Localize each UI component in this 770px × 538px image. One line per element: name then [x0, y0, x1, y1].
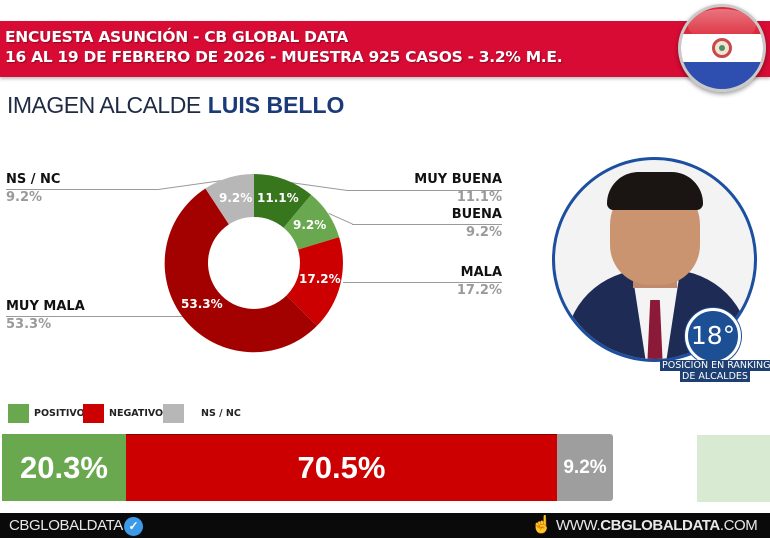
- leader-line-muy-buena: [347, 190, 502, 191]
- ranking-caption: POSICIÓN EN RANKING DE ALCALDES: [660, 360, 770, 382]
- paraguay-flag-icon: [678, 4, 766, 92]
- bar-segment-positivo: 20.3%: [2, 434, 126, 501]
- mayor-portrait: [552, 157, 757, 362]
- legend-swatch-positivo: [8, 404, 29, 423]
- slice-label-buena: 9.2%: [293, 218, 327, 232]
- leader-line-ns-nc: [6, 189, 158, 190]
- survey-title: ENCUESTA ASUNCIÓN - CB GLOBAL DATA: [5, 28, 348, 46]
- footer: CBGLOBALDATA ✓ ☝ WWW.CBGLOBALDATA.COM: [0, 513, 770, 538]
- leader-line-mala: [343, 282, 502, 283]
- leader-line-buena: [352, 224, 502, 225]
- ranking-badge: 18°: [685, 308, 741, 364]
- verified-badge-icon: ✓: [124, 517, 143, 536]
- slice-label-muy-mala: 53.3%: [181, 297, 223, 311]
- survey-details: 16 AL 19 DE FEBRERO DE 2026 - MUESTRA 92…: [5, 48, 563, 66]
- slice-ns-nc: [205, 174, 254, 225]
- legend-swatch-negativo: [83, 404, 104, 423]
- slice-label-muy-buena: 11.1%: [257, 191, 299, 205]
- website-link[interactable]: WWW.CBGLOBALDATA.COM: [556, 517, 758, 534]
- page-title: IMAGEN ALCALDE LUIS BELLO: [7, 92, 344, 119]
- national-seal-icon: [712, 38, 732, 58]
- slice-muy-mala: [164, 188, 317, 353]
- callout-muy-buena: MUY BUENA 11.1%: [414, 172, 502, 205]
- mayor-name: LUIS BELLO: [207, 92, 345, 118]
- callout-buena: BUENA 9.2%: [451, 207, 502, 240]
- slice-label-ns-nc: 9.2%: [219, 191, 253, 205]
- bar-segment-ns-nc: 9.2%: [557, 434, 613, 501]
- title-prefix: IMAGEN ALCALDE: [7, 92, 201, 118]
- legend-swatch-ns-nc: [163, 404, 184, 423]
- slice-mala: [286, 237, 343, 326]
- placeholder-box: [697, 435, 770, 502]
- slice-label-mala: 17.2%: [299, 272, 341, 286]
- leader-line-muy-mala: [6, 316, 189, 317]
- slice-buena: [283, 194, 340, 250]
- callout-muy-mala: MUY MALA 53.3%: [6, 299, 85, 332]
- bar-segment-negativo: 70.5%: [126, 434, 557, 501]
- callout-mala: MALA 17.2%: [456, 265, 502, 298]
- slice-muy-buena: [254, 174, 312, 228]
- callout-ns-nc: NS / NC 9.2%: [6, 172, 61, 205]
- donut-chart: 9.2% 11.1% 9.2% 17.2% 53.3%: [163, 172, 345, 354]
- social-handle: CBGLOBALDATA: [9, 517, 123, 534]
- header-banner: ENCUESTA ASUNCIÓN - CB GLOBAL DATA 16 AL…: [0, 21, 770, 77]
- hand-pointer-icon: ☝: [531, 515, 553, 534]
